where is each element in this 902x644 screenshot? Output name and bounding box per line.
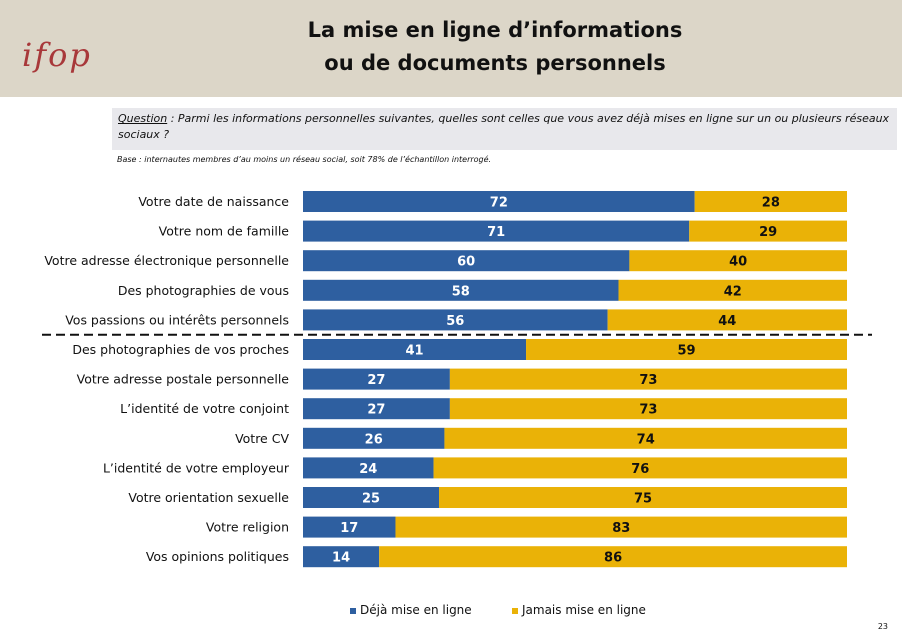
bar-jamais bbox=[629, 250, 847, 272]
header-band: ifop La mise en ligne d’informations ou … bbox=[0, 0, 902, 97]
legend-item-jamais: Jamais mise en ligne bbox=[512, 603, 646, 617]
bar-jamais bbox=[449, 398, 847, 420]
bar-jamais bbox=[526, 339, 847, 360]
bar-deja bbox=[303, 487, 439, 508]
title-line-1: La mise en ligne d’informations bbox=[307, 18, 683, 42]
bar-deja bbox=[303, 457, 434, 479]
category-label: Votre date de naissance bbox=[138, 194, 289, 209]
value-label-jamais: 76 bbox=[631, 462, 649, 477]
value-label-jamais: 42 bbox=[724, 284, 742, 299]
bar-deja bbox=[303, 398, 450, 420]
bar-deja bbox=[303, 546, 380, 568]
value-label-jamais: 73 bbox=[639, 373, 657, 388]
value-label-deja: 71 bbox=[487, 225, 505, 240]
bar-jamais bbox=[694, 191, 847, 212]
bar-jamais bbox=[689, 220, 847, 242]
bar-deja bbox=[303, 220, 690, 242]
value-label-deja: 72 bbox=[490, 196, 508, 211]
value-label-deja: 27 bbox=[367, 403, 385, 418]
category-label: Vos opinions politiques bbox=[146, 549, 289, 564]
value-label-jamais: 40 bbox=[729, 255, 747, 270]
value-label-deja: 25 bbox=[362, 492, 380, 507]
value-label-jamais: 29 bbox=[759, 225, 777, 240]
value-label-deja: 14 bbox=[332, 551, 350, 566]
value-label-jamais: 75 bbox=[634, 492, 652, 507]
bar-deja bbox=[303, 427, 445, 449]
category-label: Votre nom de famille bbox=[159, 224, 290, 239]
value-label-jamais: 59 bbox=[677, 344, 695, 359]
legend-label-deja: Déjà mise en ligne bbox=[360, 603, 472, 617]
page-title: La mise en ligne d’informations ou de do… bbox=[190, 14, 800, 80]
stacked-bar-chart: Votre date de naissance 72 28 Votre nom de … bbox=[42, 191, 872, 568]
category-label: Des photographies de vous bbox=[118, 283, 289, 298]
base-note: Base : internautes membres d’au moins un… bbox=[117, 155, 492, 164]
bar-deja bbox=[303, 191, 695, 212]
value-label-deja: 60 bbox=[457, 255, 475, 270]
category-label: L’identité de votre employeur bbox=[103, 460, 290, 475]
category-label: Votre orientation sexuelle bbox=[128, 490, 289, 505]
legend-item-deja: Déjà mise en ligne bbox=[350, 603, 472, 617]
value-label-jamais: 83 bbox=[612, 521, 630, 536]
chart-legend: Déjà mise en ligne Jamais mise en ligne bbox=[0, 603, 902, 621]
legend-swatch-jamais bbox=[512, 607, 518, 614]
bar-jamais bbox=[444, 427, 847, 449]
category-label: Votre adresse postale personnelle bbox=[77, 372, 290, 387]
question-box: Question : Parmi les informations person… bbox=[112, 108, 897, 150]
value-label-jamais: 73 bbox=[639, 403, 657, 418]
page-number: 23 bbox=[877, 622, 888, 631]
bar-jamais bbox=[433, 457, 847, 479]
bar-jamais bbox=[379, 546, 847, 568]
value-label-deja: 56 bbox=[446, 314, 464, 329]
bar-jamais bbox=[607, 309, 847, 331]
value-label-deja: 24 bbox=[359, 462, 377, 477]
bar-jamais bbox=[439, 487, 847, 508]
ifop-logo: ifop bbox=[22, 36, 92, 74]
value-label-jamais: 44 bbox=[718, 314, 736, 329]
category-label: Votre CV bbox=[235, 431, 289, 446]
bar-deja bbox=[303, 250, 630, 272]
legend-swatch-deja bbox=[350, 607, 356, 614]
question-label: Question bbox=[118, 112, 168, 125]
bar-jamais bbox=[618, 279, 847, 301]
value-label-jamais: 86 bbox=[604, 551, 622, 566]
legend-label-jamais: Jamais mise en ligne bbox=[522, 603, 646, 617]
bar-deja bbox=[303, 279, 619, 301]
title-line-2: ou de documents personnels bbox=[324, 51, 666, 75]
value-label-deja: 17 bbox=[340, 521, 358, 536]
bar-deja bbox=[303, 516, 396, 538]
category-label: L’identité de votre conjoint bbox=[120, 401, 289, 416]
category-label: Votre adresse électronique personnelle bbox=[44, 253, 289, 268]
value-label-jamais: 28 bbox=[762, 196, 780, 211]
bar-deja bbox=[303, 339, 527, 360]
value-label-deja: 41 bbox=[405, 344, 423, 359]
category-label: Vos passions ou intérêts personnels bbox=[65, 312, 289, 327]
bar-jamais bbox=[449, 368, 847, 390]
category-label: Votre religion bbox=[206, 520, 289, 535]
bar-jamais bbox=[395, 516, 847, 538]
value-label-deja: 58 bbox=[452, 284, 470, 299]
question-text: : Parmi les informations personnelles su… bbox=[118, 112, 890, 141]
value-label-deja: 26 bbox=[365, 432, 383, 447]
bar-deja bbox=[303, 368, 450, 390]
value-label-deja: 27 bbox=[367, 373, 385, 388]
category-label: Des photographies de vos proches bbox=[72, 342, 289, 357]
bar-deja bbox=[303, 309, 608, 331]
value-label-jamais: 74 bbox=[637, 432, 655, 447]
